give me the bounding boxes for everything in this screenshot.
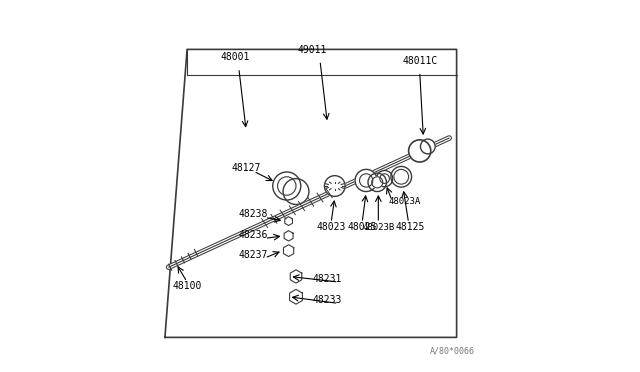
Circle shape [391,166,412,187]
Polygon shape [291,270,301,283]
Circle shape [273,172,301,200]
Text: 48023: 48023 [316,222,346,232]
Circle shape [408,140,431,162]
Text: 48125: 48125 [396,222,425,232]
Polygon shape [285,217,292,225]
Text: 48238: 48238 [239,209,268,219]
Circle shape [324,176,345,196]
Circle shape [360,174,372,187]
Text: 48001: 48001 [220,52,250,62]
Text: 49011: 49011 [298,45,327,55]
Circle shape [394,169,408,184]
Text: 48011C: 48011C [402,56,437,66]
Circle shape [368,173,387,192]
Circle shape [278,177,296,195]
Polygon shape [284,245,294,257]
Circle shape [420,139,435,154]
Polygon shape [284,231,293,241]
Polygon shape [290,289,302,304]
Text: 48023B: 48023B [362,223,394,232]
Text: 48127: 48127 [232,163,261,173]
Text: 48231: 48231 [313,274,342,284]
Circle shape [355,169,377,192]
Text: 48233: 48233 [313,295,342,305]
Circle shape [376,170,393,187]
Text: 48100: 48100 [172,281,202,291]
Circle shape [380,174,389,183]
Circle shape [283,179,309,205]
Text: 48025: 48025 [348,222,377,232]
Text: 48023A: 48023A [388,198,420,206]
Text: 48236: 48236 [239,230,268,240]
Text: 48237: 48237 [239,250,268,260]
Circle shape [372,177,383,188]
Text: A/80*0066: A/80*0066 [430,347,475,356]
